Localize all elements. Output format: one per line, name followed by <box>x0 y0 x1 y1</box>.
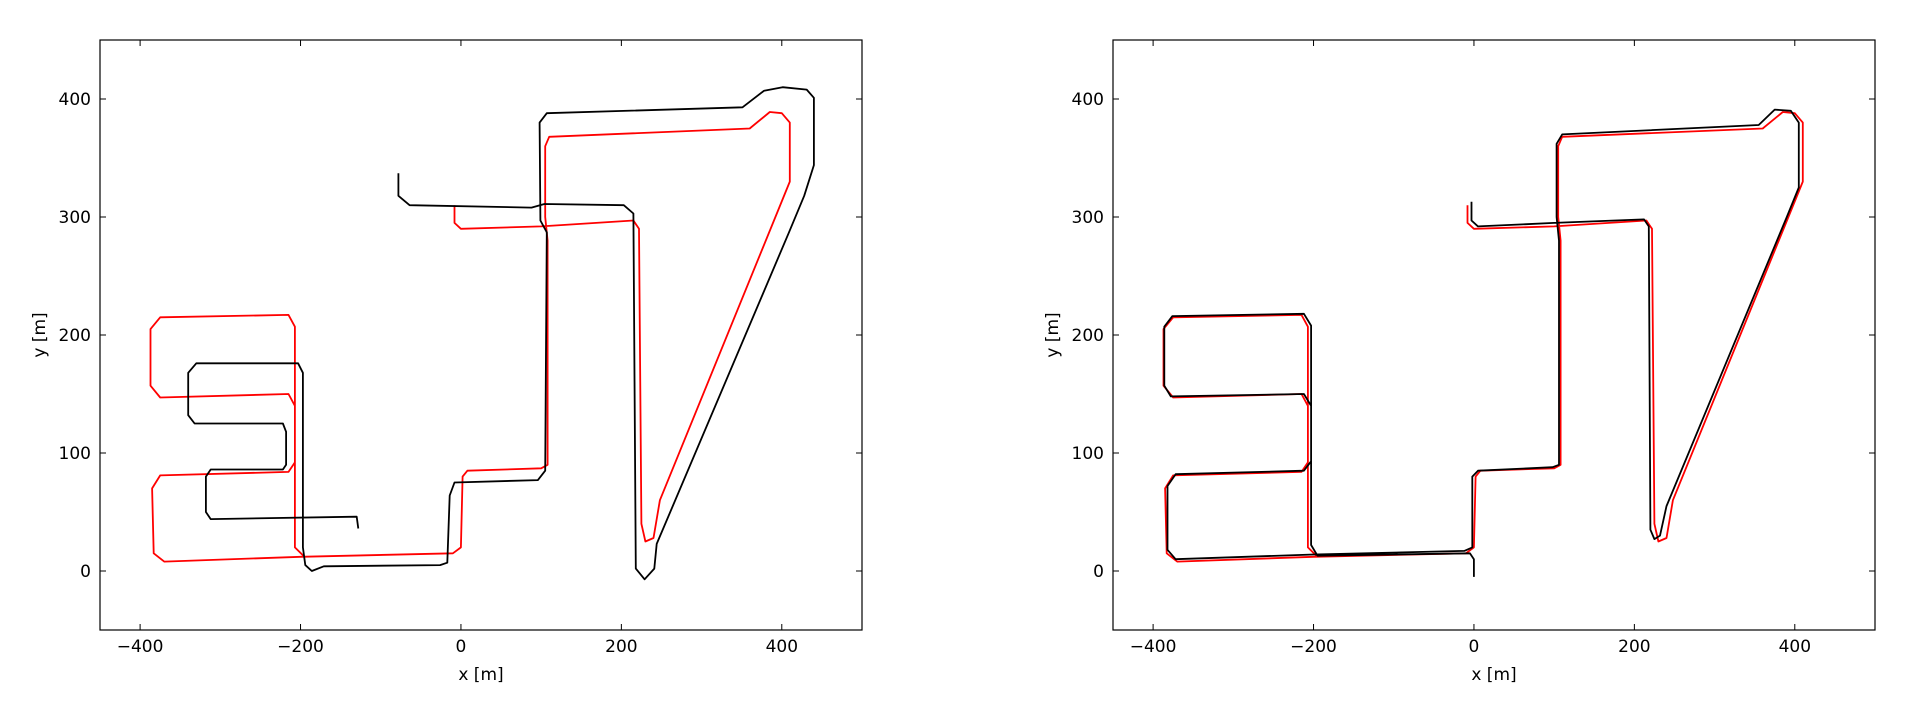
plot-frame <box>1112 39 1876 631</box>
y-tick-label: 100 <box>1072 444 1104 464</box>
y-axis-label: y [m] <box>1043 312 1063 357</box>
trajectory <box>1162 111 1804 563</box>
x-tick-label: 200 <box>1618 637 1650 657</box>
y-tick-label: 300 <box>1072 208 1104 228</box>
x-tick-label: 200 <box>605 637 637 657</box>
y-tick-label: 200 <box>59 326 91 346</box>
trajectory <box>187 86 815 581</box>
x-tick-label: 0 <box>456 637 467 657</box>
y-tick-label: 300 <box>59 208 91 228</box>
x-tick-label: 400 <box>1779 637 1811 657</box>
x-tick-label: −400 <box>117 637 164 657</box>
x-tick-label: −400 <box>1130 637 1177 657</box>
y-tick-label: 400 <box>1072 90 1104 110</box>
y-tick-label: 0 <box>1093 562 1104 582</box>
y-tick-label: 100 <box>59 444 91 464</box>
x-axis-label: x [m] <box>1471 665 1516 685</box>
x-tick-label: −200 <box>277 637 324 657</box>
trajectory <box>149 111 791 563</box>
x-axis-label: x [m] <box>458 665 503 685</box>
y-tick-label: 0 <box>80 562 91 582</box>
y-axis-label: y [m] <box>30 312 50 357</box>
trajectory <box>1163 108 1800 577</box>
plot-frame <box>99 39 863 631</box>
y-tick-label: 400 <box>59 90 91 110</box>
y-tick-label: 200 <box>1072 326 1104 346</box>
x-tick-label: 400 <box>766 637 798 657</box>
x-tick-label: 0 <box>1469 637 1480 657</box>
x-tick-label: −200 <box>1290 637 1337 657</box>
